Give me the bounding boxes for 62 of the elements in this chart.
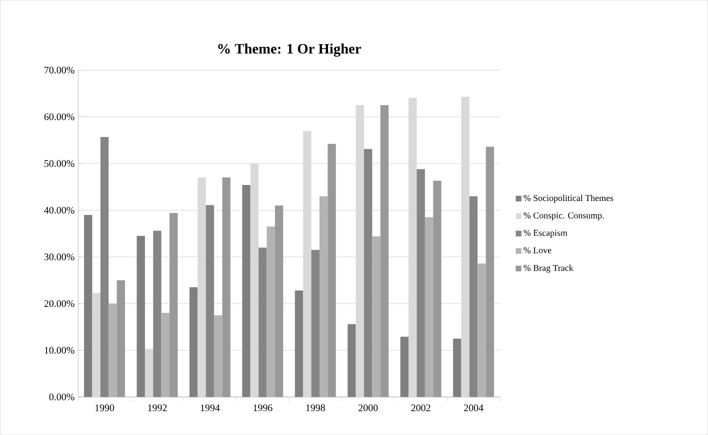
bar	[274, 205, 284, 397]
y-tick-label: 30.00%	[44, 253, 74, 260]
x-tick-label: 1990	[95, 404, 114, 412]
bar	[222, 177, 230, 397]
bar	[108, 304, 117, 397]
x-tick-label: 1998	[306, 404, 325, 412]
bar	[153, 230, 162, 397]
bar	[84, 214, 92, 397]
bar	[311, 250, 320, 397]
bar	[328, 144, 336, 397]
legend-label: % Conspic. Consump.	[524, 212, 604, 220]
x-tick-label: 2004	[464, 404, 484, 412]
bar	[461, 96, 470, 397]
bar	[303, 130, 312, 397]
bar	[486, 146, 494, 397]
y-tick-label: 70.00%	[44, 66, 74, 74]
x-tick-label: 1994	[200, 404, 220, 412]
bar	[478, 263, 486, 397]
bar	[206, 205, 214, 397]
bar	[416, 169, 425, 397]
x-tick-label: 1996	[254, 404, 272, 412]
bar	[424, 217, 434, 397]
chart-title: % Theme: 1 Or Higher	[218, 43, 362, 57]
bar	[116, 280, 126, 397]
bar	[433, 180, 442, 397]
y-tick-label: 60.00%	[44, 113, 74, 120]
bar	[408, 98, 417, 397]
y-tick-label: 40.00%	[44, 206, 74, 214]
bar	[372, 236, 380, 397]
bar	[170, 212, 178, 397]
bar	[100, 136, 109, 397]
bar	[453, 338, 462, 397]
bar	[364, 148, 372, 397]
y-tick-label: 0.00%	[49, 394, 74, 400]
bar	[400, 336, 409, 397]
y-tick-label: 10.00%	[44, 346, 74, 354]
y-tick-label: 20.00%	[44, 300, 74, 307]
bar	[242, 184, 250, 397]
bar	[380, 105, 389, 397]
bar	[189, 287, 198, 397]
bar	[469, 196, 478, 397]
bar	[319, 196, 328, 397]
bar	[136, 236, 145, 397]
bar	[214, 315, 222, 397]
bar	[294, 290, 304, 397]
bar	[258, 248, 267, 397]
legend-label: % Escapism	[524, 230, 568, 238]
bar	[161, 312, 170, 397]
bar	[266, 226, 275, 397]
bar	[356, 105, 364, 397]
x-tick-label: 1992	[148, 404, 167, 412]
x-tick-label: 2002	[411, 404, 430, 412]
x-tick-label: 2000	[358, 404, 378, 412]
bar	[198, 177, 206, 397]
bar	[92, 292, 100, 397]
bar	[348, 324, 356, 397]
bar	[250, 163, 259, 397]
bar	[144, 348, 154, 397]
legend-label: % Sociopolitical Themes	[524, 194, 614, 203]
y-tick-label: 50.00%	[44, 160, 74, 167]
legend-label: % Love	[524, 247, 552, 254]
legend-label: % Brag Track	[524, 264, 574, 273]
